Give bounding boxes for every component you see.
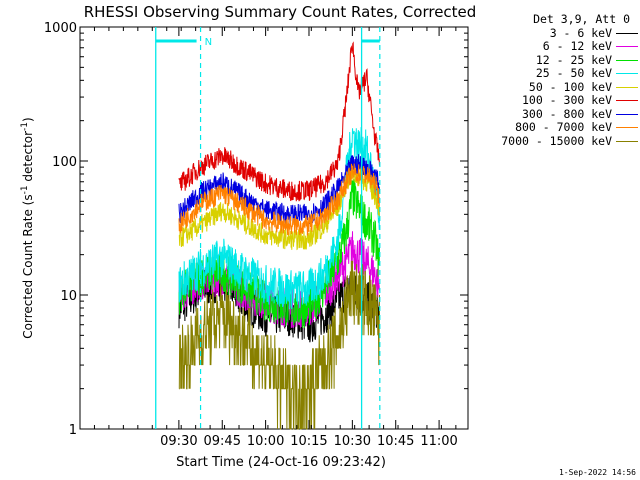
flag-label: N [205,37,212,48]
legend-label: 100 - 300 keV [521,93,612,107]
legend-header: Det 3,9, Att 0 [533,12,630,26]
legend-label: 50 - 100 keV [528,79,612,94]
legend-swatch [616,59,638,61]
y-tick-label: 1 [69,423,77,438]
y-axis-label-sup: -1 [20,185,30,194]
timestamp: 1-Sep-2022 14:56 [558,468,636,477]
legend-label: 300 - 800 keV [521,106,612,121]
legend-label: 12 - 25 keV [535,52,612,67]
legend-swatch [616,86,638,88]
plot-frame [79,26,469,430]
x-tick-label: 10:00 [247,434,284,449]
axes: 1 10 100 1000 09:30 09:45 10:00 10:15 10:30 10:45… [44,21,468,449]
series-line [178,41,380,202]
series-line [178,260,380,430]
x-tick-label: 09:45 [204,434,241,449]
y-axis-label-part: ) [21,117,35,122]
y-axis-label-sup: -1 [20,122,30,131]
legend-entry: 3 - 6 keV [478,25,638,41]
legend-swatch [616,127,638,129]
legend-swatch [616,73,638,75]
y-axis-label: Corrected Count Rate (s-1 detector-1) [20,117,35,338]
legend-swatch [616,46,638,48]
legend-swatch [616,32,638,34]
chart-title: RHESSI Observing Summary Count Rates, Co… [84,3,477,21]
series-line [178,163,380,236]
x-axis-label: Start Time (24-Oct-16 09:23:42) [176,455,386,470]
legend: Det 3,9, Att 0 3 - 6 keV 6 - 12 keV 12 - 2… [478,12,638,149]
x-tick-label: 10:30 [334,434,371,449]
legend-entry: 7000 - 15000 keV [478,133,638,149]
legend-entry: 50 - 100 keV [478,79,638,95]
legend-swatch [616,140,638,142]
time-markers: N [155,27,381,429]
legend-rows: 3 - 6 keV 6 - 12 keV 12 - 25 keV 25 - 50 ke… [478,25,638,149]
x-tick-label: 10:45 [377,434,414,449]
y-tick-label: 100 [52,155,77,170]
series-line [178,154,380,225]
legend-label: 800 - 7000 keV [515,120,612,134]
legend-label: 25 - 50 keV [535,66,612,80]
legend-label: 7000 - 15000 keV [501,133,612,148]
x-tick-label: 11:00 [420,434,457,449]
legend-entry: 6 - 12 keV [478,39,638,54]
legend-swatch [616,113,638,115]
y-tick-label: 10 [60,289,77,304]
series-lines [178,41,380,430]
legend-swatch [616,100,638,102]
legend-label: 6 - 12 keV [542,39,612,53]
legend-entry: 12 - 25 keV [478,52,638,68]
legend-label: 3 - 6 keV [549,25,612,40]
legend-entry: 100 - 300 keV [478,93,638,108]
y-axis-label-part: detector [21,131,35,186]
y-axis-label-part: Corrected Count Rate (s [21,194,35,338]
legend-entry: 25 - 50 keV [478,66,638,81]
x-tick-label: 09:30 [160,434,197,449]
y-tick-label: 1000 [44,21,77,36]
x-tick-label: 10:15 [290,434,327,449]
legend-entry: 300 - 800 keV [478,106,638,122]
legend-entry: 800 - 7000 keV [478,120,638,135]
